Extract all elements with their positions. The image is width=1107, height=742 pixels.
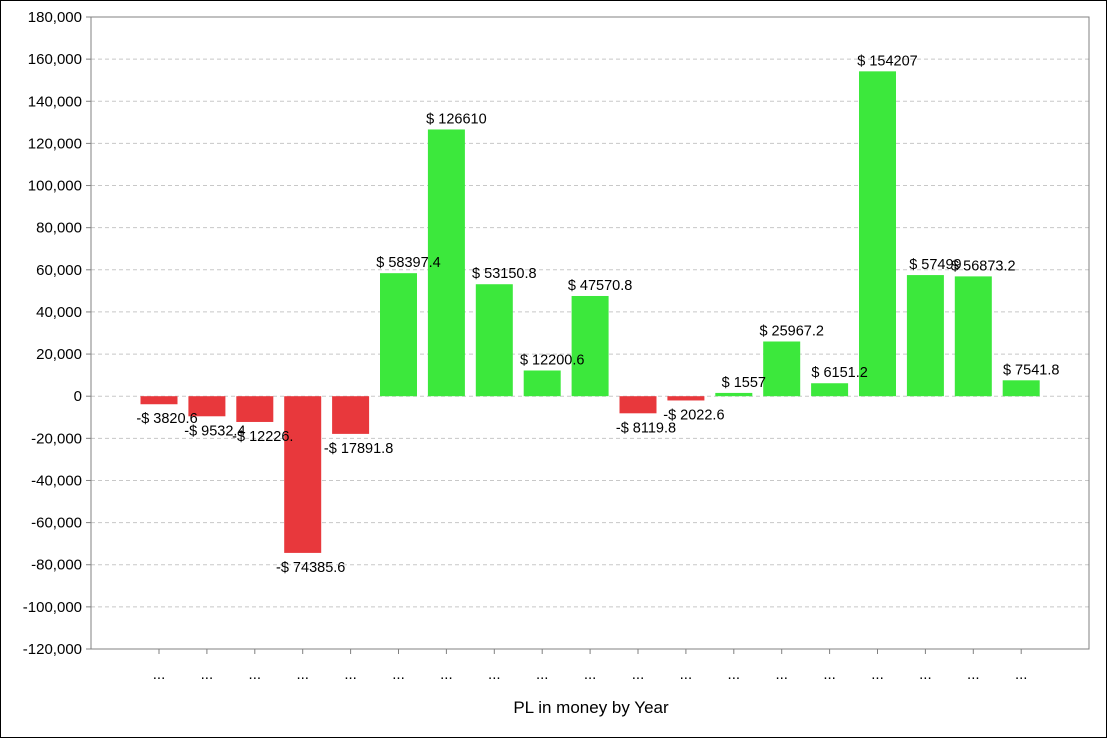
x-tick-label: ... (1015, 666, 1028, 683)
data-label: $ 58397.4 (376, 255, 441, 271)
bar (188, 396, 226, 417)
bar (523, 370, 561, 397)
y-tick-labels: -120,000 -100,000 -80,000 -60,000 -40,000 -20… (23, 9, 82, 658)
data-labels: -$ 3820.6-$ 9532.4-$ 12226. -$ 74385.6 -$ … (136, 53, 1059, 576)
data-label: -$ 9532.4 (184, 423, 245, 439)
x-tick-label: ... (344, 666, 357, 683)
data-label: $ 6151.2 (811, 365, 867, 381)
data-label: $ 47570.8 (568, 278, 633, 294)
data-label: $ 25967.2 (759, 323, 824, 339)
bar (667, 396, 705, 401)
x-axis-title: PL in money by Year (513, 698, 669, 717)
y-tick-label: -20,000 (31, 430, 82, 447)
data-label: $ 57499 (909, 257, 961, 273)
y-tick-label: 0 (74, 388, 82, 405)
bar (763, 341, 801, 397)
y-tick-label: -40,000 (31, 472, 82, 489)
x-tick-label: ... (201, 666, 214, 683)
bar (715, 392, 753, 397)
x-tick-label: ... (249, 666, 262, 683)
bar (859, 71, 896, 397)
y-tick-label: 100,000 (28, 178, 82, 195)
bar (427, 129, 465, 397)
y-tick-label: 40,000 (36, 304, 82, 321)
bars (140, 71, 1040, 553)
x-tick-label: ... (871, 666, 884, 683)
data-label: -$ 17891.8 (324, 441, 393, 457)
data-label: -$ 74385.6 (276, 560, 345, 576)
y-tick-label: -100,000 (23, 599, 82, 616)
x-tick-label: ... (584, 666, 597, 683)
data-label: $ 7541.8 (1003, 362, 1059, 378)
x-tick-labels: ........................................… (153, 666, 1028, 683)
x-tick-label: ... (440, 666, 453, 683)
x-tick-label: ... (632, 666, 645, 683)
bar (332, 396, 370, 434)
x-tick-label: ... (728, 666, 741, 683)
data-label: $ 12200.6 (520, 352, 585, 368)
data-label: -$ 12226. (232, 429, 293, 445)
data-label: $ 53150.8 (472, 266, 537, 282)
data-label: $ 56873.2 (951, 258, 1016, 274)
y-tick-label: 60,000 (36, 262, 82, 279)
x-tick-label: ... (153, 666, 166, 683)
x-tick-label: ... (680, 666, 693, 683)
data-label: -$ 2022.6 (663, 407, 724, 423)
data-label: $ 126610 (426, 111, 486, 127)
bar (571, 295, 609, 397)
y-tick-label: 20,000 (36, 346, 82, 363)
bar (811, 383, 849, 397)
bar (284, 396, 322, 553)
bar (619, 396, 657, 414)
bar (380, 273, 417, 397)
axes (86, 16, 1090, 654)
data-label: -$ 3820.6 (136, 411, 197, 427)
bar (906, 275, 944, 397)
bar (140, 396, 178, 405)
y-tick-label: -120,000 (23, 641, 82, 658)
y-tick-label: 160,000 (28, 51, 82, 68)
y-tick-label: -60,000 (31, 515, 82, 532)
x-tick-label: ... (392, 666, 405, 683)
x-tick-label: ... (488, 666, 501, 683)
y-tick-label: -80,000 (31, 557, 82, 574)
x-tick-label: ... (823, 666, 836, 683)
bar (236, 396, 274, 422)
y-tick-label: 180,000 (28, 9, 82, 26)
data-label: -$ 8119.8 (616, 420, 676, 436)
x-tick-label: ... (296, 666, 309, 683)
y-tick-label: 120,000 (28, 135, 82, 152)
bar (1002, 380, 1040, 397)
x-tick-label: ... (536, 666, 549, 683)
x-tick-label: ... (775, 666, 788, 683)
x-tick-label: ... (967, 666, 980, 683)
data-label: $ 1557 (722, 375, 766, 391)
y-tick-label: 140,000 (28, 93, 82, 110)
bar (475, 284, 513, 397)
data-label: $ 154207 (857, 53, 917, 69)
y-tick-label: 80,000 (36, 220, 82, 237)
bar (954, 276, 992, 397)
x-tick-label: ... (919, 666, 932, 683)
